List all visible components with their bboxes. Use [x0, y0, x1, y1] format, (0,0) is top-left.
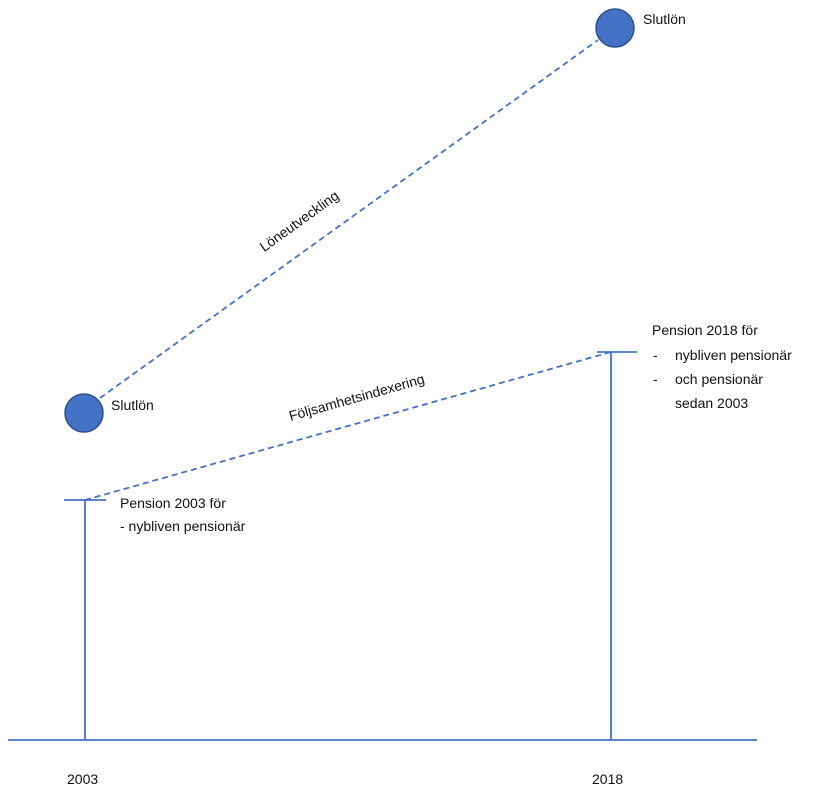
pension-2003-item: - nybliven pensionär [120, 518, 246, 534]
salary-growth-label: Löneutveckling [256, 187, 341, 254]
salary-2003-label: Slutlön [111, 397, 154, 413]
pension-2018-bullet-1: - [653, 347, 658, 363]
pension-2018-item-2-line-2: sedan 2003 [675, 395, 748, 411]
salary-2003-dot [64, 393, 104, 433]
year-2018-label: 2018 [592, 771, 623, 787]
salary-2018-dot [595, 8, 635, 48]
pension-2018-item-1: nybliven pensionär [675, 347, 792, 363]
pension-2018-item-2-line-1: och pensionär [675, 371, 763, 387]
pension-2018-title: Pension 2018 för [652, 322, 758, 338]
salary-growth-dashed-line [99, 39, 599, 399]
indexing-label: Följsamhetsindexering [287, 371, 426, 424]
indexing-dashed-line [84, 351, 612, 501]
pension-2003-title: Pension 2003 för [120, 495, 226, 511]
salary-2018-label: Slutlön [643, 11, 686, 27]
pension-2018-bullet-2: - [653, 371, 658, 387]
year-2003-label: 2003 [67, 771, 98, 787]
